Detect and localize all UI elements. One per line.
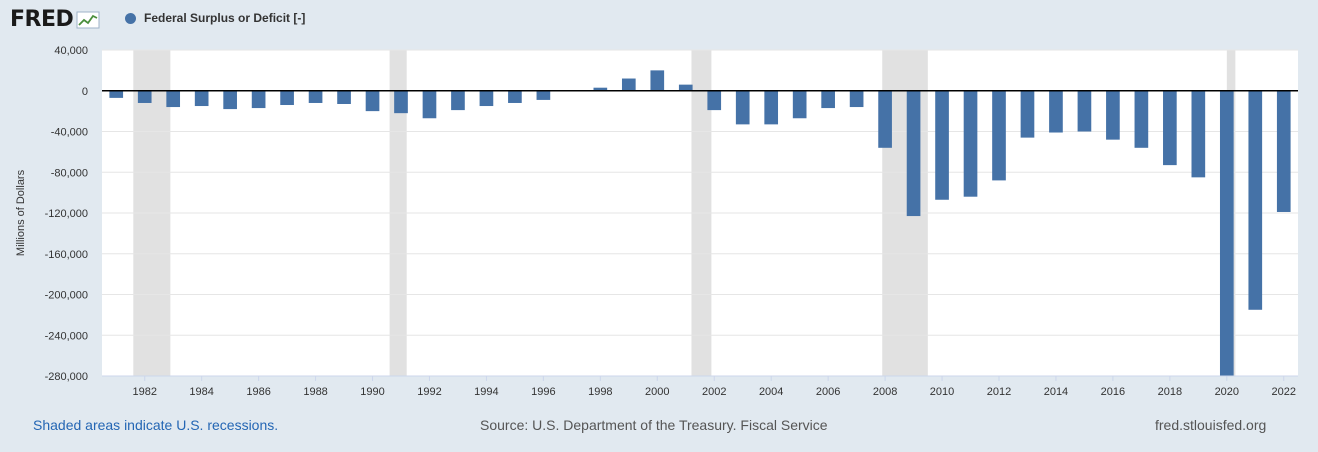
bar: [280, 90, 294, 106]
bar: [109, 90, 124, 98]
x-tick-label: 2018: [1158, 386, 1182, 398]
bar: [992, 90, 1006, 181]
fred-logo[interactable]: FRED: [10, 7, 100, 32]
y-tick-label: 40,000: [54, 45, 88, 57]
bar: [678, 84, 693, 91]
x-tick-label: 1994: [474, 386, 498, 398]
bar: [1276, 90, 1291, 212]
bar: [650, 70, 665, 91]
source-text: Source: U.S. Department of the Treasury.…: [480, 417, 828, 433]
x-tick-label: 2014: [1044, 386, 1068, 398]
x-tick-label: 2010: [930, 386, 954, 398]
bar: [1020, 90, 1035, 138]
x-tick-label: 2004: [759, 386, 783, 398]
bar: [194, 90, 209, 107]
y-tick-label: -240,000: [45, 330, 88, 342]
y-tick-label: -160,000: [45, 249, 88, 261]
x-tick-label: 2008: [873, 386, 897, 398]
bar: [1219, 90, 1234, 376]
legend-swatch-icon: [125, 12, 136, 24]
x-tick-label: 1992: [417, 386, 441, 398]
bar: [451, 90, 465, 111]
bar: [1191, 90, 1206, 178]
bar: [337, 90, 351, 104]
x-tick-label: 2000: [645, 386, 669, 398]
fred-logo-text: FRED: [10, 7, 74, 32]
bar: [1106, 90, 1120, 140]
bar: [479, 90, 494, 107]
x-tick-label: 1988: [303, 386, 327, 398]
bar: [508, 90, 522, 103]
bar: [251, 90, 266, 109]
x-tick-label: 2006: [816, 386, 840, 398]
x-tick-label: 2022: [1272, 386, 1296, 398]
bar: [821, 90, 835, 109]
bar: [422, 90, 437, 119]
bar: [963, 90, 978, 197]
x-tick-label: 1998: [588, 386, 612, 398]
x-tick-label: 1996: [531, 386, 555, 398]
bar: [1077, 90, 1092, 132]
bar: [308, 90, 323, 103]
bar-chart: 40,000 0 -40,000 -80,000 -120,000 -160,000 -20…: [15, 45, 1298, 398]
bar: [536, 90, 551, 100]
y-tick-label: -120,000: [45, 208, 88, 220]
bar: [1248, 90, 1263, 310]
y-tick-label: -200,000: [45, 290, 88, 302]
bar: [764, 90, 779, 125]
bar: [1134, 90, 1149, 148]
y-axis-label: Millions of Dollars: [15, 169, 27, 256]
bar: [1049, 90, 1063, 133]
x-tick-label: 1982: [132, 386, 156, 398]
chart-legend: Federal Surplus or Deficit [-]: [125, 11, 305, 25]
bar: [707, 90, 722, 111]
bar: [223, 90, 237, 110]
y-tick-label: 0: [82, 86, 88, 98]
legend-label: Federal Surplus or Deficit [-]: [144, 11, 306, 25]
y-tick-label: -280,000: [45, 371, 88, 383]
x-tick-label: 2012: [987, 386, 1011, 398]
x-tick-label: 1986: [246, 386, 270, 398]
line-chart-icon: [76, 11, 100, 28]
x-tick-label: 2016: [1101, 386, 1125, 398]
bar: [593, 87, 608, 91]
bar: [849, 90, 864, 108]
site-url: fred.stlouisfed.org: [1155, 417, 1267, 433]
bar: [1163, 90, 1177, 166]
y-tick-label: -80,000: [51, 167, 88, 179]
x-tick-label: 2002: [702, 386, 726, 398]
bar: [792, 90, 807, 119]
bar: [935, 90, 949, 200]
bar: [166, 90, 181, 108]
y-tick-label: -40,000: [51, 127, 88, 139]
recession-note-link[interactable]: Shaded areas indicate U.S. recessions.: [33, 417, 279, 433]
bar: [906, 90, 921, 217]
bar: [878, 90, 892, 148]
bar: [735, 90, 750, 125]
x-tick-label: 1984: [189, 386, 213, 398]
bar: [137, 90, 152, 103]
bar: [365, 90, 380, 112]
bar: [621, 78, 636, 91]
bar: [394, 90, 408, 114]
x-tick-label: 2020: [1215, 386, 1239, 398]
x-tick-label: 1990: [360, 386, 384, 398]
